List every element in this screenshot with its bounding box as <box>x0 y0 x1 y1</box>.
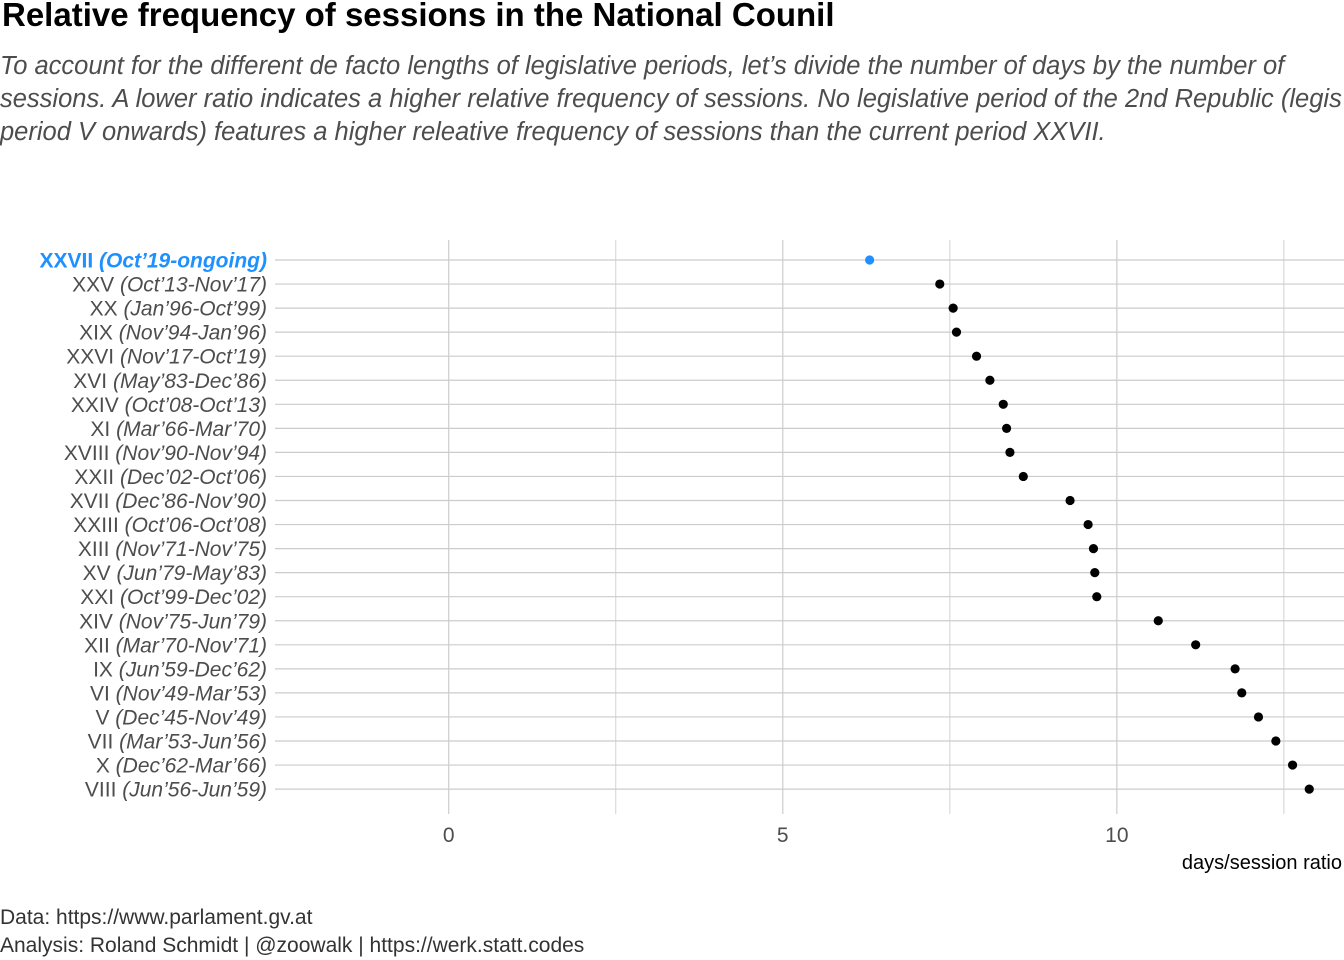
y-tick-label: X (Dec’62-Mar’66) <box>96 755 267 778</box>
y-axis-labels: XXVII (Oct’19-ongoing)XXV (Oct’13-Nov’17… <box>39 250 267 802</box>
data-point <box>1237 688 1246 697</box>
y-tick-label: XXII (Dec’02-Oct’06) <box>74 466 267 489</box>
data-point <box>1065 496 1074 505</box>
data-point <box>865 255 874 264</box>
data-point <box>972 352 981 361</box>
y-tick-label: XIX (Nov’94-Jan’96) <box>79 322 267 345</box>
y-tick-label: V (Dec’45-Nov’49) <box>95 706 267 729</box>
y-tick-label: XVI (May’83-Dec’86) <box>73 370 267 393</box>
data-point <box>1254 712 1263 721</box>
y-tick-label: IX (Jun’59-Dec’62) <box>93 658 267 681</box>
data-point <box>1090 568 1099 577</box>
data-point <box>1154 616 1163 625</box>
y-tick-label: XI (Mar’66-Mar’70) <box>90 418 267 441</box>
x-axis-title: days/session ratio <box>1182 852 1342 874</box>
caption-data-source: Data: https://www.parlament.gv.at <box>0 906 312 930</box>
data-point <box>1305 785 1314 794</box>
y-tick-label: XII (Mar’70-Nov’71) <box>84 634 267 657</box>
y-tick-label: XXI (Oct’99-Dec’02) <box>80 586 267 609</box>
x-tick-label: 5 <box>777 824 789 847</box>
y-tick-label: XXVI (Nov’17-Oct’19) <box>66 346 267 369</box>
x-tick-label: 10 <box>1105 824 1128 847</box>
y-tick-label: XXVII (Oct’19-ongoing) <box>39 250 267 273</box>
x-axis-ticks: 0 5 10 <box>443 824 1129 847</box>
y-tick-label: XV (Jun’79-May’83) <box>83 562 267 585</box>
y-tick-label: XX (Jan’96-Oct’99) <box>90 298 267 321</box>
data-point <box>1230 664 1239 673</box>
data-point <box>1002 424 1011 433</box>
data-point <box>1288 760 1297 769</box>
data-point <box>952 328 961 337</box>
y-tick-label: XXIII (Oct’06-Oct’08) <box>73 514 267 537</box>
grid-lines <box>275 240 1344 814</box>
data-point <box>935 279 944 288</box>
y-tick-label: VIII (Jun’56-Jun’59) <box>85 779 267 802</box>
data-point <box>1084 520 1093 529</box>
data-point <box>1092 592 1101 601</box>
data-point <box>949 304 958 313</box>
data-point <box>1019 472 1028 481</box>
y-tick-label: XVIII (Nov’90-Nov’94) <box>64 442 267 465</box>
y-tick-label: XVII (Dec’86-Nov’90) <box>70 490 267 513</box>
x-tick-label: 0 <box>443 824 455 847</box>
data-point <box>1271 736 1280 745</box>
y-tick-label: VI (Nov’49-Mar’53) <box>90 682 267 705</box>
data-point <box>999 400 1008 409</box>
dot-plot: XXVII (Oct’19-ongoing)XXV (Oct’13-Nov’17… <box>0 0 1344 900</box>
caption-analysis-credit: Analysis: Roland Schmidt | @zoowalk | ht… <box>0 934 584 958</box>
y-tick-label: XIV (Nov’75-Jun’79) <box>79 610 267 633</box>
data-point <box>1089 544 1098 553</box>
data-point <box>985 376 994 385</box>
data-point <box>1191 640 1200 649</box>
data-point <box>1005 448 1014 457</box>
y-tick-label: VII (Mar’53-Jun’56) <box>88 731 267 754</box>
y-tick-label: XXV (Oct’13-Nov’17) <box>72 274 267 297</box>
y-tick-label: XIII (Nov’71-Nov’75) <box>78 538 267 561</box>
y-tick-label: XXIV (Oct’08-Oct’13) <box>71 394 267 417</box>
